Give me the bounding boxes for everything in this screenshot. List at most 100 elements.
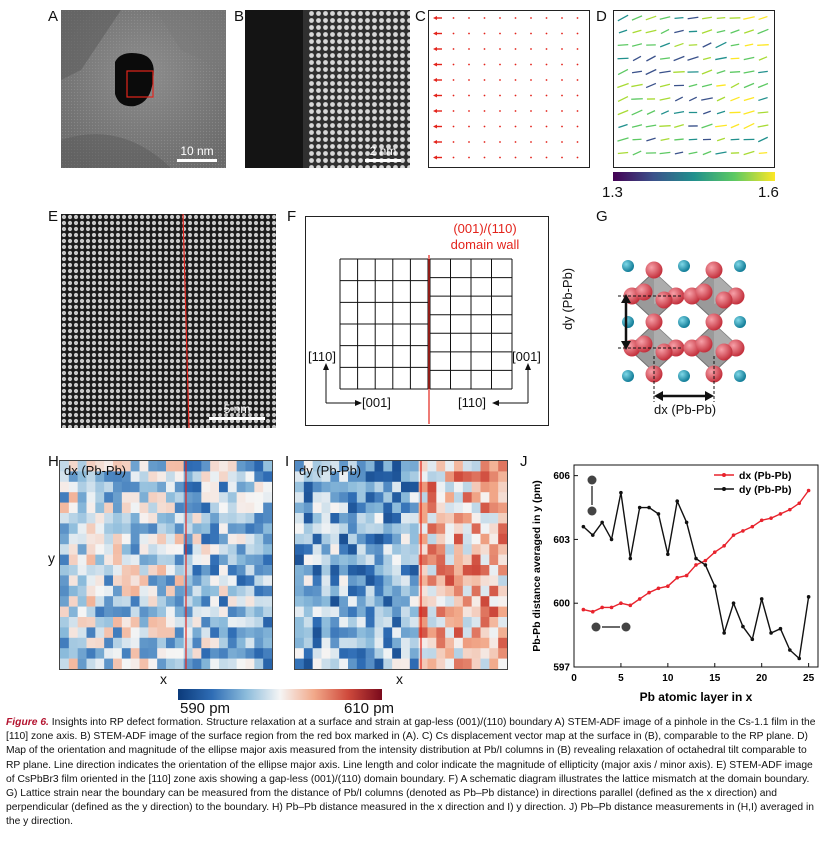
heatmap-cell: [219, 471, 229, 483]
heatmap-cell: [86, 513, 96, 524]
heatmap-cell: [365, 596, 375, 607]
heatmap-cell: [192, 565, 202, 576]
heatmap-cell: [95, 627, 105, 639]
heatmap-cell: [462, 513, 472, 524]
heatmap-cell: [445, 544, 455, 555]
ellipse-axis-line: [730, 43, 740, 47]
dx-series-point: [703, 558, 708, 563]
heatmap-cell: [121, 617, 131, 628]
halide-atom: [705, 313, 723, 331]
dy-arrow-head-up: [621, 294, 631, 303]
heatmap-cell: [263, 471, 272, 483]
heatmap-cell: [236, 554, 246, 566]
heatmap-cell: [210, 575, 220, 587]
heatmap-cell: [130, 533, 140, 545]
heatmap-cell: [77, 658, 87, 669]
displacement-dot: [483, 125, 486, 128]
heatmap-cell: [227, 627, 237, 639]
heatmap-cell: [462, 492, 472, 503]
heatmap-cell: [374, 502, 384, 514]
ellipse-axis-line: [757, 136, 769, 143]
heatmap-cell: [321, 513, 331, 524]
heatmap-cell: [436, 544, 446, 555]
heatmap-cell: [219, 523, 229, 535]
heatmap-cell: [436, 658, 446, 669]
heatmap-cell: [445, 648, 455, 659]
heatmap-cell: [236, 523, 246, 535]
heatmap-cell: [139, 585, 149, 597]
heatmap-cell: [130, 481, 140, 493]
heatmap-cell: [263, 617, 272, 628]
heatmap-cell: [401, 627, 411, 639]
heatmap-cell: [219, 513, 229, 524]
dy-arrow-head-down: [621, 341, 631, 350]
heatmap-cell: [227, 596, 237, 607]
heatmap-cell: [86, 481, 96, 493]
legend-marker: [722, 487, 726, 491]
ellipse-axis-line: [631, 15, 643, 21]
ellipse-axis-line: [730, 123, 740, 129]
ellipse-axis-line: [659, 97, 671, 101]
heatmap-cell: [113, 554, 123, 566]
displacement-dot: [561, 125, 563, 128]
heatmap-cell: [498, 544, 507, 555]
cs-atom: [734, 316, 746, 328]
displacement-dot: [468, 17, 470, 19]
displacement-dot: [545, 63, 548, 66]
ellipse-axis-line: [688, 138, 698, 141]
heatmap-cell: [295, 617, 305, 628]
right-horizontal-direction: [110]: [458, 395, 486, 410]
heatmap-cell: [254, 575, 264, 587]
heatmap-cell: [263, 513, 272, 524]
panel-d-ellipse-map: [613, 10, 775, 168]
heatmap-cell: [409, 617, 419, 628]
heatmap-cell: [392, 481, 402, 493]
ellipse-axis-line: [758, 15, 768, 21]
cs-atom: [678, 370, 690, 382]
scalebar-b-label: 2 nm: [369, 144, 397, 158]
displacement-dot: [514, 79, 517, 81]
panel-d-colorbar-max: 1.6: [758, 184, 779, 201]
heatmap-cell: [454, 481, 464, 493]
heatmap-cell: [148, 533, 158, 545]
heatmap-cell: [418, 533, 428, 545]
dx-series-point: [806, 488, 811, 493]
heatmap-cell: [462, 596, 472, 607]
heatmap-cell: [77, 617, 87, 628]
displacement-dot: [452, 94, 455, 97]
ellipse-axis-line: [674, 138, 684, 141]
heatmap-cell: [95, 544, 105, 555]
heatmap-cell: [219, 481, 229, 493]
heatmap-cell: [445, 596, 455, 607]
heatmap-cell: [295, 637, 305, 649]
ellipse-axis-line: [646, 55, 656, 62]
displacement-dot: [452, 48, 455, 50]
dy-series-point: [637, 505, 642, 510]
displacement-dot: [576, 32, 579, 35]
heatmap-cell: [68, 637, 78, 649]
heatmap-cell: [498, 617, 507, 628]
heatmap-cell: [113, 471, 123, 483]
ellipse-axis-line: [618, 123, 628, 129]
heatmap-cell: [192, 481, 202, 493]
heatmap-cell: [409, 523, 419, 535]
heatmap-cell: [489, 533, 499, 545]
heatmap-cell: [201, 502, 211, 514]
heatmap-cell: [227, 617, 237, 628]
heatmap-cell: [339, 575, 349, 587]
displacement-dot: [530, 17, 532, 19]
heatmap-cell: [348, 585, 358, 597]
displacement-dot: [561, 32, 563, 35]
heatmap-cell: [365, 513, 375, 524]
heatmap-cell: [166, 585, 176, 597]
heatmap-cell: [254, 544, 264, 555]
heatmap-cell: [436, 575, 446, 587]
ellipse-axis-line: [730, 96, 740, 102]
heatmap-cell: [157, 492, 167, 503]
ellipse-axis-line: [645, 124, 657, 128]
heatmap-cell: [374, 658, 384, 669]
heatmap-cell: [245, 502, 255, 514]
heatmap-cell: [471, 554, 481, 566]
heatmap-cell: [210, 596, 220, 607]
ellipse-axis-line: [702, 150, 712, 156]
